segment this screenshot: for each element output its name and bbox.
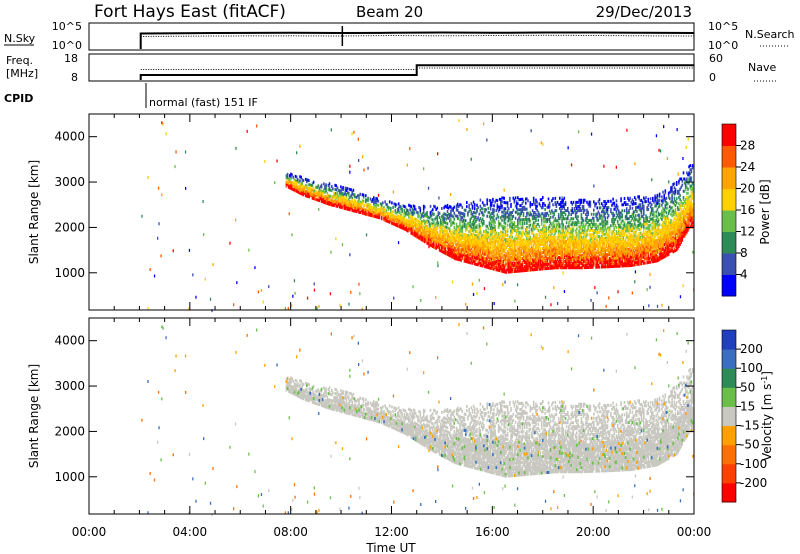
power-colorbar-tick-label: 8 <box>740 246 748 260</box>
time-axis: 00:00 04:00 08:00 12:00 16:00 20:00 00:00 <box>72 525 712 539</box>
velocity-colorbar-tick-label: -200 <box>740 476 767 490</box>
x-tick-label: 12:00 <box>374 525 409 539</box>
power-colorbar-tick-label: 12 <box>740 225 755 239</box>
velocity-ylabel: Slant Range [km] <box>27 364 41 468</box>
power-echo-1 <box>161 121 694 307</box>
cpid-entry: normal (fast) 151 IF <box>149 96 258 109</box>
velocity-colorbar-swatch <box>722 368 736 388</box>
velocity-colorbar-swatch <box>722 330 736 350</box>
velocity-colorbar-swatch <box>722 463 736 484</box>
velocity-colorbar-frame <box>721 329 737 503</box>
noise-frame <box>88 22 695 51</box>
velocity-panel: 1000 2000 3000 4000 Slant Range [km] 200 100… <box>27 317 775 517</box>
noise-left-label: N.Sky <box>4 32 36 45</box>
noise-right-label: N.Search <box>745 28 795 41</box>
station-title: Fort Hays East (fitACF) <box>94 2 286 22</box>
power-colorbar-tick-label: 20 <box>740 182 755 196</box>
power-colorbar-label: Power [dB] <box>758 179 772 244</box>
velocity-echo-0 <box>157 332 694 517</box>
beam-label: Beam 20 <box>356 3 423 21</box>
x-tick-label: 00:00 <box>677 525 712 539</box>
freq-line <box>139 64 694 80</box>
velocity-colorbar-label: Velocity [m s-1] <box>760 371 775 461</box>
velocity-colorbar-tick-label: 100 <box>740 361 763 375</box>
power-colorbar-swatch <box>722 231 736 254</box>
cpid-panel: CPID normal (fast) 151 IF <box>4 83 258 109</box>
noise-right-tick-top: 10^5 <box>708 20 738 33</box>
velocity-axis: 1000 2000 3000 4000 <box>54 318 695 514</box>
power-colorbar-swatch <box>722 188 736 211</box>
x-tick-label: 16:00 <box>475 525 510 539</box>
nave-label: Nave <box>748 61 776 74</box>
noise-left-tick-bottom: 10^0 <box>52 39 82 52</box>
freq-label-line1: Freq. <box>6 54 33 67</box>
freq-left-tick-bottom: 8 <box>71 71 78 84</box>
power-ytick-label: 2000 <box>54 220 85 234</box>
power-echo-0 <box>149 124 695 311</box>
power-panel: 1000 2000 3000 4000 Slant Range [km] 4 8 12 16… <box>27 113 772 313</box>
power-colorbar-swatch <box>722 124 736 146</box>
frequency-series <box>139 64 694 80</box>
velocity-colorbar-tick-label: -15 <box>740 419 760 433</box>
nave-line <box>140 67 694 70</box>
x-tick-label: 00:00 <box>72 525 107 539</box>
power-colorbar-swatch <box>722 274 736 297</box>
velocity-ytick-label: 2000 <box>54 424 85 438</box>
x-axis-label: Time UT <box>365 541 416 554</box>
noise-series-n-sky <box>139 31 695 49</box>
power-colorbar-swatch <box>722 210 736 232</box>
power-colorbar-tick-label: 4 <box>740 268 748 282</box>
velocity-ytick-label: 1000 <box>54 470 85 484</box>
freq-right-tick-bottom: 0 <box>709 71 716 84</box>
velocity-colorbar-tick-label: -100 <box>740 457 767 471</box>
velocity-echoes <box>141 323 695 517</box>
power-colorbar-tick-label: 28 <box>740 139 755 153</box>
noise-right-tick-bottom: 10^0 <box>708 39 738 52</box>
velocity-colorbar-swatch <box>722 349 736 369</box>
velocity-ytick-label: 4000 <box>54 334 85 348</box>
velocity-colorbar-tick-label: 50 <box>740 380 755 394</box>
power-ylabel: Slant Range [km] <box>27 160 41 264</box>
freq-label-line2: [MHz] <box>6 67 38 80</box>
power-colorbar-swatch <box>722 167 736 189</box>
frequency-panel: Freq. [MHz] 18 8 60 0 Nave <box>6 52 776 84</box>
velocity-colorbar-swatch <box>722 482 736 503</box>
power-ytick-label: 3000 <box>54 175 85 189</box>
noise-left-tick-top: 10^5 <box>52 20 82 33</box>
power-colorbar: 4 8 12 16 20 24 28 <box>721 123 755 297</box>
cpid-label: CPID <box>4 92 33 105</box>
power-colorbar-swatch <box>722 145 736 168</box>
velocity-colorbar-tick-label: -50 <box>740 438 760 452</box>
power-echoes <box>141 119 695 313</box>
noise-panel: N.Sky 10^5 10^0 10^5 10^0 N.Search <box>4 20 795 52</box>
velocity-colorbar-tick-label: 15 <box>740 399 755 413</box>
x-tick-label: 08:00 <box>273 525 308 539</box>
velocity-colorbar: 200 100 50 15 -15 -50 -100 -200 <box>721 329 767 503</box>
power-axis: 1000 2000 3000 4000 <box>54 114 695 310</box>
freq-left-tick-top: 18 <box>64 52 78 65</box>
velocity-colorbar-swatch <box>722 425 736 446</box>
velocity-colorbar-swatch <box>722 406 736 427</box>
velocity-colorbar-swatch <box>722 387 736 407</box>
power-colorbar-swatch <box>722 253 736 275</box>
noise-series <box>139 26 695 49</box>
velocity-colorbar-tick-label: 200 <box>740 342 763 356</box>
power-ytick-label: 1000 <box>54 266 85 280</box>
freq-right-tick-top: 60 <box>709 52 723 65</box>
velocity-colorbar-swatch <box>722 444 736 465</box>
power-ytick-label: 4000 <box>54 130 85 144</box>
noise-series-n-search <box>140 34 695 37</box>
freq-frame <box>88 53 695 82</box>
velocity-ytick-label: 3000 <box>54 379 85 393</box>
x-tick-label: 04:00 <box>173 525 208 539</box>
x-tick-label: 20:00 <box>576 525 611 539</box>
power-colorbar-tick-label: 16 <box>740 203 755 217</box>
power-colorbar-tick-label: 24 <box>740 160 755 174</box>
date-label: 29/Dec/2013 <box>596 3 692 21</box>
